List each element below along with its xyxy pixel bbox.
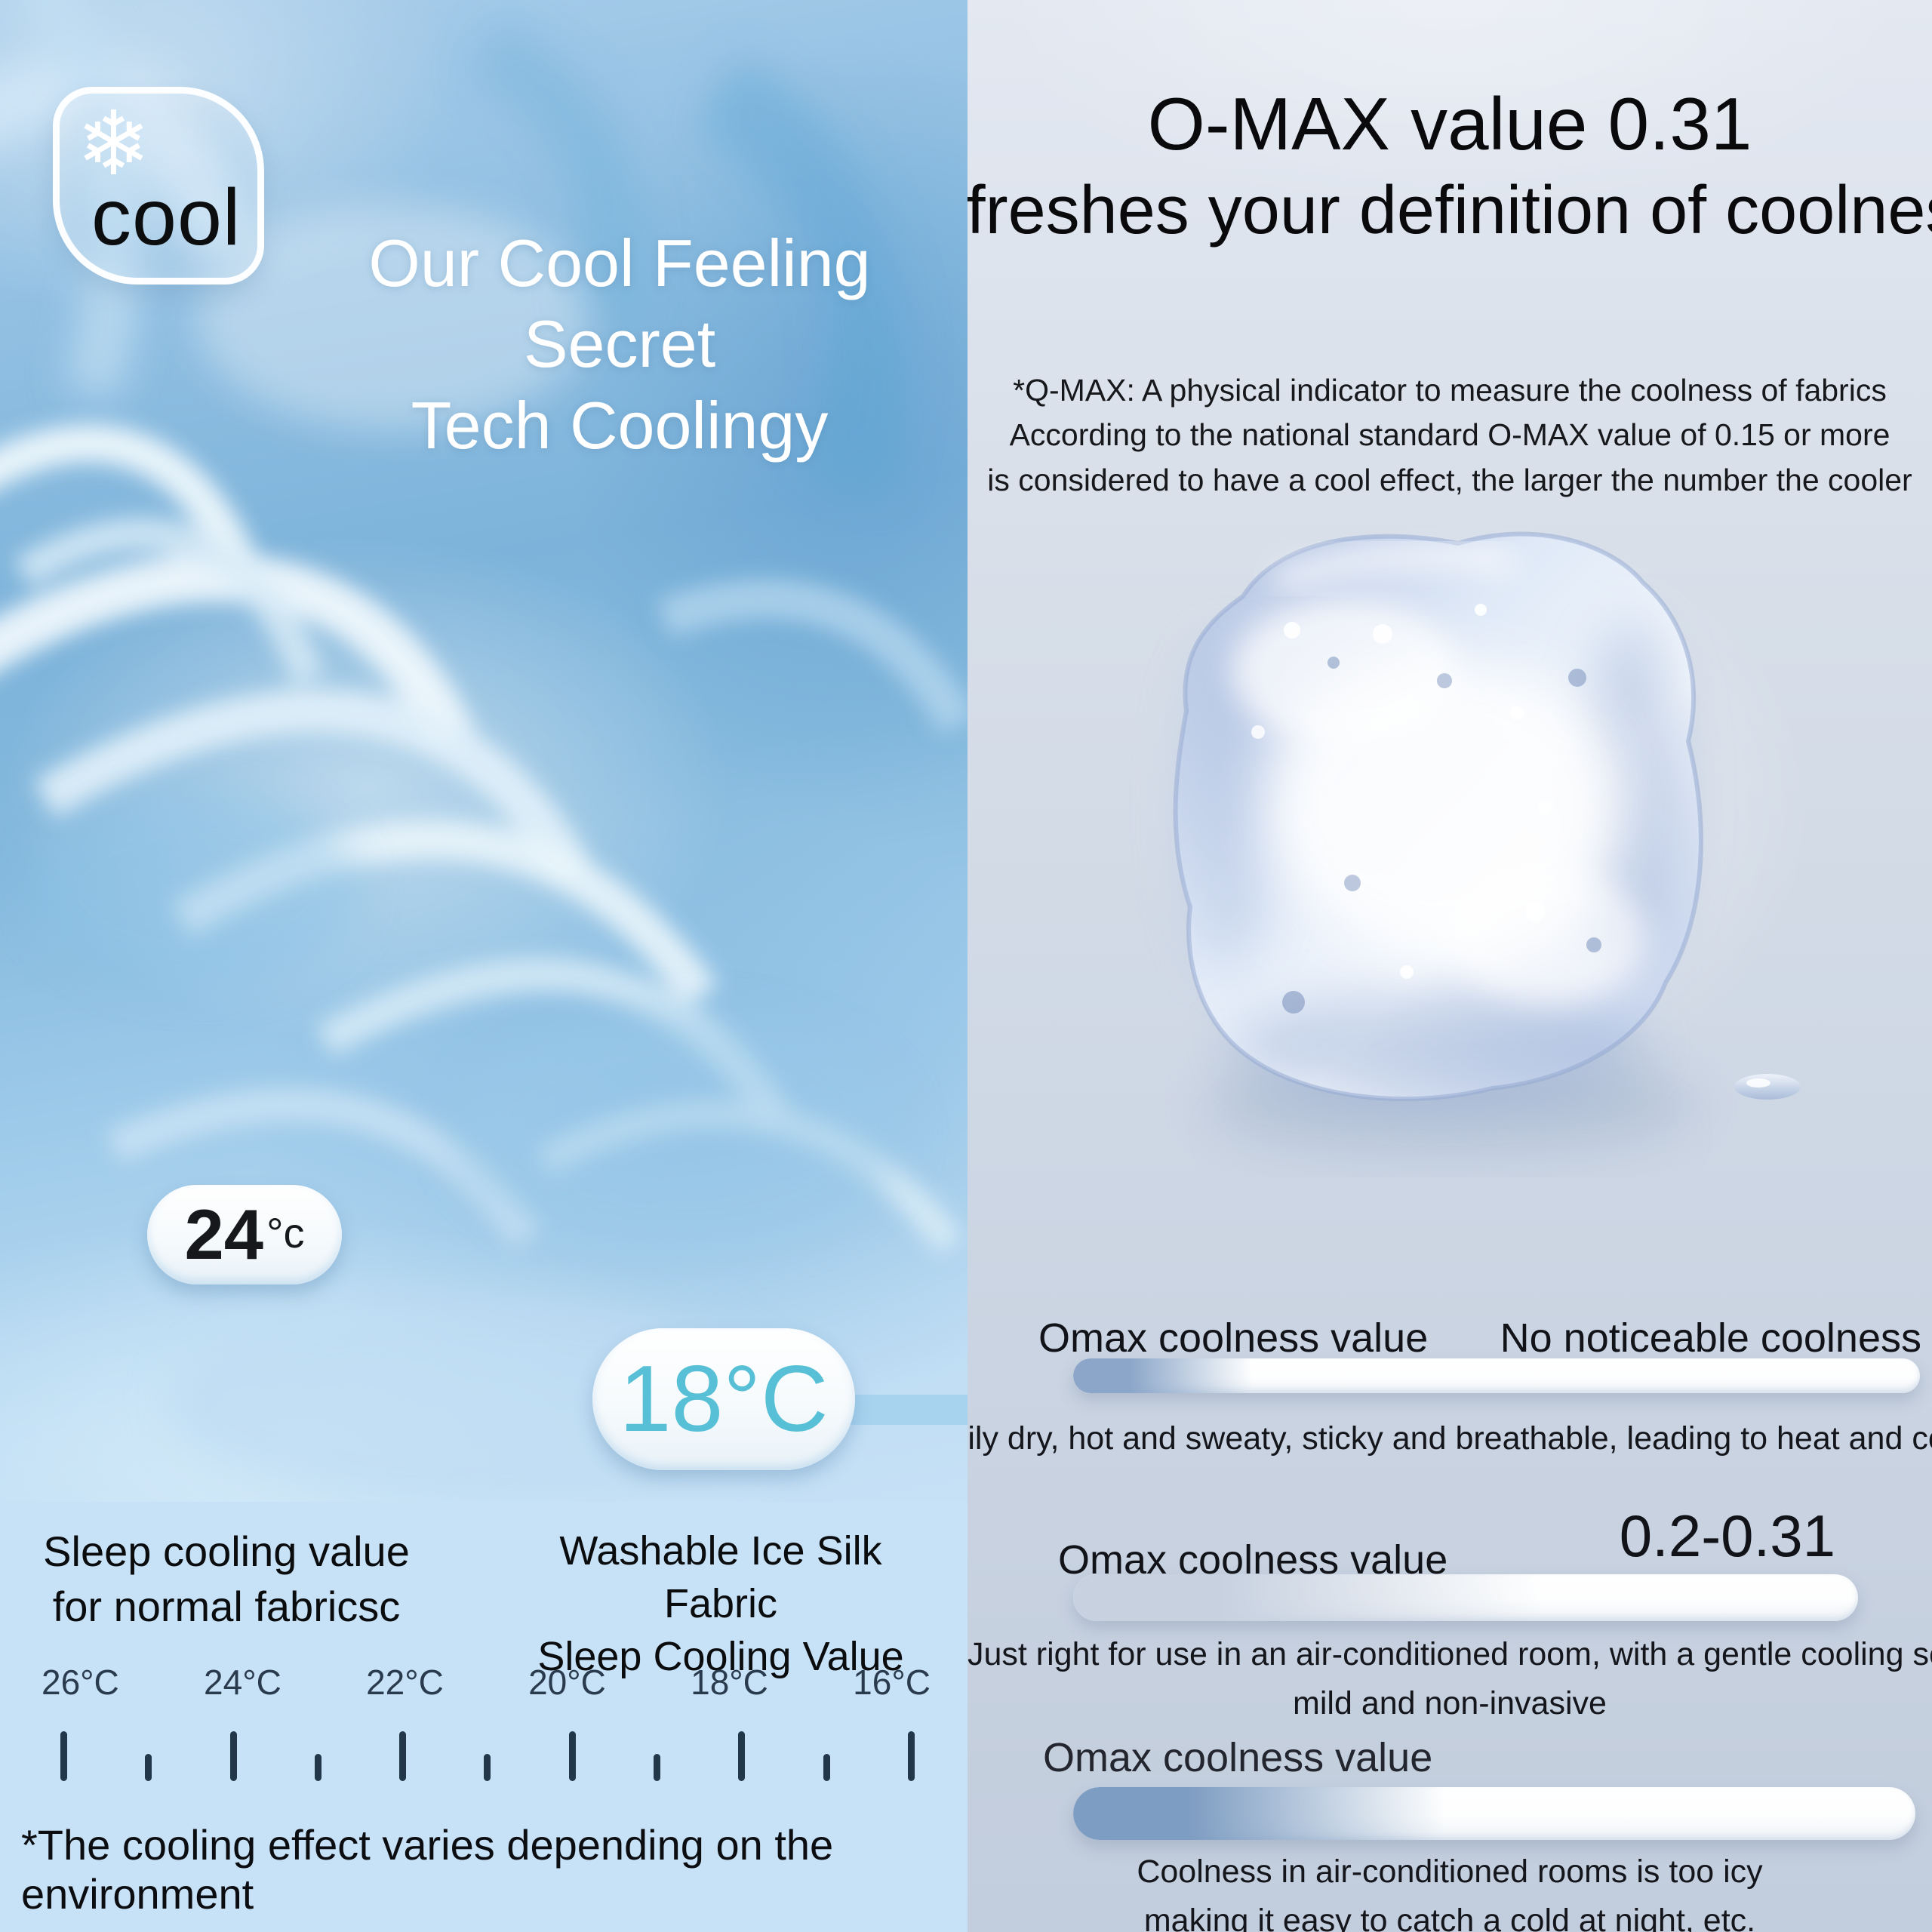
qmax-note-line1: *Q-MAX: A physical indicator to measure … [1013, 373, 1887, 408]
left-title-line2: Tech Coolingy [411, 387, 829, 463]
scale-tick-major [399, 1731, 407, 1781]
qmax-definition-note: *Q-MAX: A physical indicator to measure … [968, 368, 1932, 503]
scale-label: 20°C [528, 1663, 606, 1702]
cool-badge: ❄ cool [53, 87, 264, 285]
scale-tick-major [229, 1731, 237, 1781]
right-panel-omax: O-MAX value 0.31 refreshes your definiti… [968, 0, 1932, 1932]
scale-tick-major [738, 1731, 746, 1781]
temperature-scale-labels: 26°C 24°C 22°C 20°C 18°C 16°C [42, 1662, 931, 1703]
omax-row3-bar [1073, 1787, 1915, 1840]
water-droplet [1734, 1074, 1801, 1100]
left-footnote: *The cooling effect varies depending on … [21, 1821, 834, 1918]
caption-normal-line1: Sleep cooling value [43, 1527, 410, 1575]
omax-row1-bar [1073, 1358, 1920, 1393]
left-bottom-background [0, 1502, 968, 1932]
right-title-line1: O-MAX value 0.31 [1147, 82, 1752, 165]
qmax-note-line2: According to the national standard O-MAX… [1009, 417, 1890, 453]
scale-label: 18°C [691, 1663, 768, 1702]
omax-row2-description: Just right for use in an air-conditioned… [968, 1630, 1932, 1727]
scale-tick-major [60, 1731, 67, 1781]
scale-tick-major [568, 1731, 576, 1781]
temperature-scale-ticks [60, 1727, 915, 1781]
omax-row1-bar-fill [1073, 1358, 1260, 1393]
caption-normal-line2: for normal fabricsc [52, 1582, 401, 1630]
omax-row2-bar-fill [1073, 1574, 1560, 1621]
omax-row3-label: Omax coolness value [1043, 1735, 1433, 1780]
caption-ice-silk: Washable Ice Silk Fabric Sleep Cooling V… [498, 1524, 943, 1684]
left-panel-cool-feeling: ❄ cool Our Cool Feeling Secret Tech Cool… [0, 0, 968, 1932]
scale-tick-minor [484, 1754, 491, 1781]
temp-18-value: 18°C [619, 1347, 829, 1451]
scale-tick-major [907, 1731, 915, 1781]
scale-label: 24°C [204, 1663, 281, 1702]
scale-tick-minor [314, 1754, 321, 1781]
scale-label: 26°C [42, 1663, 119, 1702]
left-title: Our Cool Feeling Secret Tech Coolingy [272, 223, 968, 466]
temp-24-unit: °c [266, 1208, 305, 1257]
temp-badge-24c: 24 °c [147, 1185, 342, 1284]
omax-row1-value: No noticeable coolness [1500, 1315, 1921, 1361]
scale-label: 16°C [853, 1663, 931, 1702]
scale-tick-minor [823, 1754, 830, 1781]
right-title-line2: refreshes your definition of coolness [968, 173, 1932, 248]
omax-row2-value: 0.2-0.31 [1619, 1503, 1835, 1569]
omax-row1-label: Omax coolness value [1038, 1315, 1429, 1361]
caption-ice-line1: Washable Ice Silk Fabric [559, 1528, 882, 1627]
omax-row3-description: Coolness in air-conditioned rooms is too… [968, 1847, 1932, 1932]
scale-tick-minor [654, 1754, 661, 1781]
scale-label: 22°C [366, 1663, 444, 1702]
scale-tick-minor [145, 1754, 152, 1781]
omax-row2-bar [1073, 1574, 1858, 1621]
temp-badge-18c: 18°C [592, 1328, 855, 1470]
omax-row2-desc-line2: mild and non-invasive [1293, 1684, 1607, 1721]
cool-badge-label: cool [91, 173, 242, 262]
omax-row1-description: Easily dry, hot and sweaty, sticky and b… [968, 1420, 1932, 1457]
omax-row3-desc-line1: Coolness in air-conditioned rooms is too… [1137, 1854, 1763, 1890]
temp-24-value: 24 [184, 1195, 264, 1274]
ice-droplets [1251, 604, 1601, 1014]
qmax-note-line3: is considered to have a cool effect, the… [987, 462, 1912, 497]
caption-normal-fabric: Sleep cooling value for normal fabricsc [23, 1524, 430, 1635]
omax-row2-desc-line1: Just right for use in an air-conditioned… [968, 1636, 1932, 1672]
omax-row3-desc-line2: making it easy to catch a cold at night,… [1143, 1902, 1756, 1932]
caption-ice-line2: Sleep Cooling Value [537, 1634, 904, 1680]
omax-row3-bar-fill [1073, 1787, 1461, 1840]
snowflake-icon: ❄ [76, 94, 151, 194]
left-title-line1: Our Cool Feeling Secret [368, 226, 871, 382]
ice-cube-image [1173, 531, 1801, 1162]
